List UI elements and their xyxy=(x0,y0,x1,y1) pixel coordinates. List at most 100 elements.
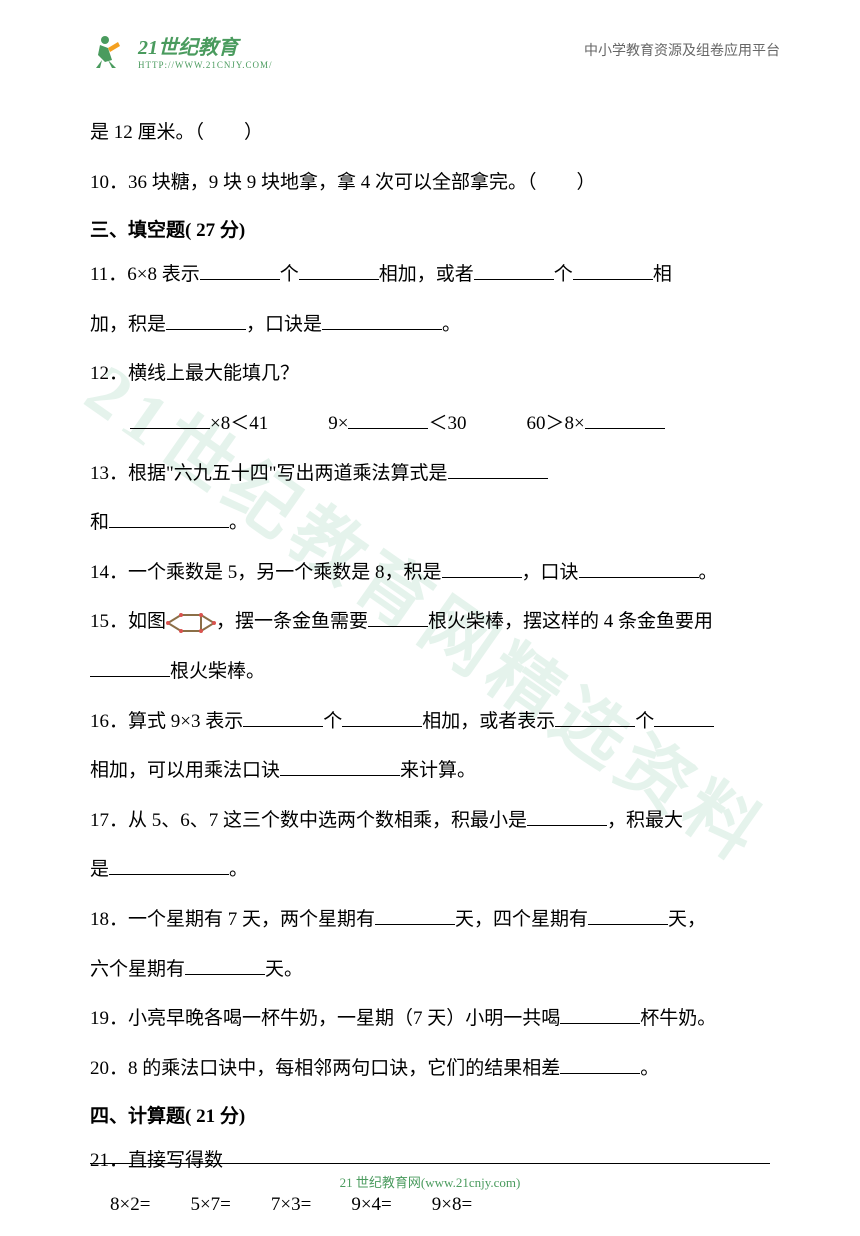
logo-sub-text: HTTP://WWW.21CNJY.COM/ xyxy=(138,60,273,70)
question-16: 16．算式 9×3 表示 个 相加，或者表示 个 xyxy=(90,699,780,745)
blank-11-6 xyxy=(322,310,442,330)
q19b: 杯牛奶。 xyxy=(640,1008,716,1029)
q16c: 相加，或者表示 xyxy=(422,711,555,732)
blank-17-1 xyxy=(527,806,607,826)
q11f: 加，积是 xyxy=(90,314,166,335)
q14a: 14．一个乘数是 5，另一个乘数是 8，积是 xyxy=(90,562,442,583)
paren-close-10: ） xyxy=(577,172,596,193)
blank-18-2 xyxy=(588,905,668,925)
q17a: 17．从 5、6、7 这三个数中选两个数相乘，积最小是 xyxy=(90,810,527,831)
question-16-cont: 相加，可以用乘法口诀 来计算。 xyxy=(90,748,780,794)
blank-19-1 xyxy=(560,1004,640,1024)
footer-divider xyxy=(90,1163,770,1164)
q15d: 根火柴棒。 xyxy=(170,661,265,682)
question-18: 18．一个星期有 7 天，两个星期有 天，四个星期有 天， xyxy=(90,897,780,943)
q10-text: 10．36 块糖，9 块 9 块地拿，拿 4 次可以全部拿完。（ xyxy=(90,172,537,193)
q14b: ，口诀 xyxy=(522,562,579,583)
q17d: 。 xyxy=(229,859,248,880)
question-15-cont: 根火柴棒。 xyxy=(90,649,780,695)
q15b: ，摆一条金鱼需要 xyxy=(216,611,368,632)
q17b: ，积最大 xyxy=(607,810,683,831)
logo-container: 21世纪教育 HTTP://WWW.21CNJY.COM/ xyxy=(90,30,273,70)
question-15: 15．如图，摆一条金鱼需要根火柴棒，摆这样的 4 条金鱼要用 xyxy=(90,599,780,645)
blank-12-3 xyxy=(585,409,665,429)
q11e: 相 xyxy=(653,264,672,285)
question-11: 11．6×8 表示 个 相加，或者 个 相 xyxy=(90,252,780,298)
calc-1: 8×2= xyxy=(110,1194,150,1216)
footer-text: 21 世纪教育网(www.21cnjy.com) xyxy=(340,1175,521,1190)
question-12: 12．横线上最大能填几？ xyxy=(90,351,780,397)
fish-matchstick-icon xyxy=(166,611,216,635)
q13b: 和 xyxy=(90,512,109,533)
q18b: 天，四个星期有 xyxy=(455,909,588,930)
q15a: 15．如图 xyxy=(90,611,166,632)
section-4-title: 四、计算题( 21 分) xyxy=(90,1101,780,1128)
q11b: 个 xyxy=(280,264,299,285)
blank-16-3 xyxy=(555,707,635,727)
blank-18-1 xyxy=(375,905,455,925)
q11g: ，口诀是 xyxy=(246,314,322,335)
question-12-blanks: ×8＜419×＜3060＞8× xyxy=(90,401,780,447)
q12e: 60＞8× xyxy=(526,413,584,434)
calc-row-1: 8×2= 5×7= 7×3= 9×4= 9×8= xyxy=(90,1194,780,1216)
q18d: 六个星期有 xyxy=(90,959,185,980)
paren-close: ） xyxy=(244,122,263,143)
q18c: 天， xyxy=(668,909,706,930)
blank-11-3 xyxy=(474,260,554,280)
page-header: 21世纪教育 HTTP://WWW.21CNJY.COM/ 中小学教育资源及组卷… xyxy=(0,0,860,80)
blank-13-1 xyxy=(448,459,548,479)
question-18-cont: 六个星期有 天。 xyxy=(90,947,780,993)
blank-13-2 xyxy=(109,508,229,528)
q13a: 13．根据"六九五十四"写出两道乘法算式是 xyxy=(90,463,448,484)
q14c: 。 xyxy=(699,562,718,583)
q11h: 。 xyxy=(442,314,461,335)
q12b: ×8＜41 xyxy=(210,413,268,434)
logo-main-text: 21世纪教育 xyxy=(138,31,273,60)
q20b: 。 xyxy=(640,1058,659,1079)
calc-3: 7×3= xyxy=(271,1194,311,1216)
question-20: 20．8 的乘法口诀中，每相邻两句口诀，它们的结果相差 。 xyxy=(90,1046,780,1092)
question-11-cont: 加，积是 ，口诀是 。 xyxy=(90,302,780,348)
q11a: 11．6×8 表示 xyxy=(90,264,200,285)
blank-16-2 xyxy=(342,707,422,727)
blank-11-1 xyxy=(200,260,280,280)
blank-11-2 xyxy=(299,260,379,280)
blank-14-2 xyxy=(579,558,699,578)
blank-20-1 xyxy=(560,1054,640,1074)
question-13-cont: 和。 xyxy=(90,500,780,546)
q18a: 18．一个星期有 7 天，两个星期有 xyxy=(90,909,375,930)
blank-11-4 xyxy=(573,260,653,280)
q16e: 相加，可以用乘法口诀 xyxy=(90,760,280,781)
blank-18-3 xyxy=(185,955,265,975)
blank-11-5 xyxy=(166,310,246,330)
blank-17-2 xyxy=(109,855,229,875)
blank-15-1 xyxy=(368,607,428,627)
blank-15-2 xyxy=(90,657,170,677)
question-partial: 是 12 厘米。（ ） xyxy=(90,110,780,156)
blank-16-4 xyxy=(654,707,714,727)
q12d: ＜30 xyxy=(428,413,466,434)
blank-12-2 xyxy=(348,409,428,429)
q20a: 20．8 的乘法口诀中，每相邻两句口诀，它们的结果相差 xyxy=(90,1058,560,1079)
q16d: 个 xyxy=(635,711,654,732)
calc-4: 9×4= xyxy=(351,1194,391,1216)
q11c: 相加，或者 xyxy=(379,264,474,285)
blank-12-1 xyxy=(130,409,210,429)
q16b: 个 xyxy=(323,711,342,732)
logo-text-container: 21世纪教育 HTTP://WWW.21CNJY.COM/ xyxy=(138,31,273,70)
q-partial-text: 是 12 厘米。（ xyxy=(90,122,204,143)
header-right-text: 中小学教育资源及组卷应用平台 xyxy=(584,40,780,60)
calc-5: 9×8= xyxy=(432,1194,472,1216)
calc-2: 5×7= xyxy=(190,1194,230,1216)
q16f: 来计算。 xyxy=(400,760,476,781)
q16a: 16．算式 9×3 表示 xyxy=(90,711,243,732)
page-footer: 21 世纪教育网(www.21cnjy.com) xyxy=(0,1163,860,1191)
blank-16-1 xyxy=(243,707,323,727)
q11d: 个 xyxy=(554,264,573,285)
question-17-cont: 是。 xyxy=(90,847,780,893)
logo-icon xyxy=(90,30,130,70)
q19a: 19．小亮早晚各喝一杯牛奶，一星期（7 天）小明一共喝 xyxy=(90,1008,560,1029)
blank-16-5 xyxy=(280,756,400,776)
q18e: 天。 xyxy=(265,959,303,980)
q13c: 。 xyxy=(229,512,248,533)
